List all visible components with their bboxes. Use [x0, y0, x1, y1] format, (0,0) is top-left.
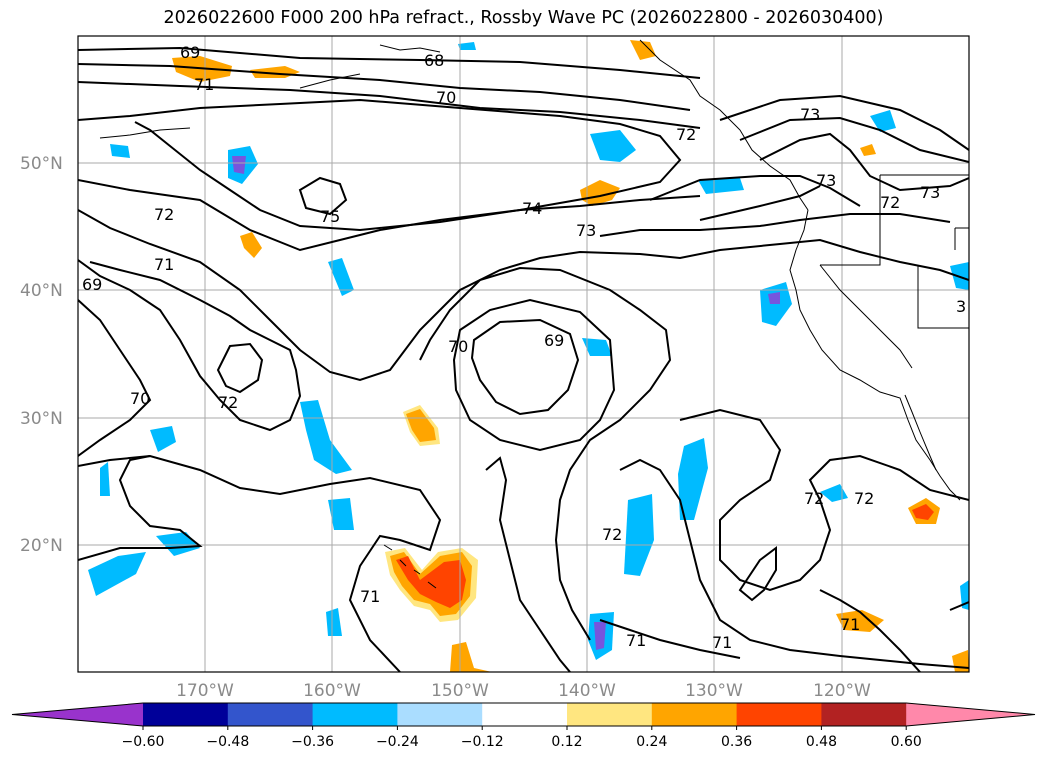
contour-label: 69 — [544, 331, 564, 350]
colorbar-tick-label: −0.48 — [206, 734, 249, 750]
contour-label: 72 — [880, 193, 900, 212]
lon-label: 150°W — [431, 681, 489, 701]
lon-label: 140°W — [558, 681, 616, 701]
lon-label: 160°W — [303, 681, 361, 701]
colorbar-segment — [567, 703, 653, 726]
colorbar-tick-label: 0.12 — [551, 734, 582, 750]
contour-label: 71 — [626, 631, 646, 650]
contour-label: 73 — [576, 221, 596, 240]
colorbar-extend-max — [906, 703, 1035, 726]
colorbar-tick-label: 0.60 — [891, 734, 922, 750]
contour-label: 71 — [154, 255, 174, 274]
contour-label: 75 — [320, 207, 340, 226]
contour-label: 72 — [804, 489, 824, 508]
positive-anomaly-fills — [172, 40, 969, 672]
contour-label: 73 — [920, 183, 940, 202]
contour-label: 71 — [712, 633, 732, 652]
gridlines — [78, 36, 969, 672]
lat-label: 40°N — [20, 281, 63, 301]
map-area — [78, 36, 969, 672]
lon-label: 170°W — [176, 681, 234, 701]
lat-label: 50°N — [20, 154, 63, 174]
colorbar — [11, 702, 1036, 727]
contour-label: 72 — [218, 393, 238, 412]
contour-label: 71 — [840, 615, 860, 634]
contour-label: 70 — [436, 88, 456, 107]
colorbar-tick-label: 0.48 — [806, 734, 837, 750]
colorbar-segment — [736, 703, 822, 726]
colorbar-segment — [821, 703, 907, 726]
contour-label: 73 — [816, 171, 836, 190]
coastlines — [99, 39, 969, 589]
colorbar-tick-label: 0.36 — [721, 734, 752, 750]
contour-label: 68 — [424, 51, 444, 70]
lon-label: 120°W — [813, 681, 871, 701]
colorbar-tick-label: 0.24 — [636, 734, 667, 750]
contour-label: 74 — [522, 199, 542, 218]
contour-label: 69 — [82, 275, 102, 294]
contour-lines — [78, 46, 969, 672]
colorbar-segment — [397, 703, 483, 726]
contour-label: 72 — [676, 125, 696, 144]
lat-label: 30°N — [20, 409, 63, 429]
contour-label: 72 — [154, 205, 174, 224]
colorbar-tick-label: −0.36 — [291, 734, 334, 750]
lat-label: 20°N — [20, 536, 63, 556]
lon-label: 130°W — [685, 681, 743, 701]
colorbar-tick-label: −0.24 — [376, 734, 419, 750]
contour-label: 72 — [602, 525, 622, 544]
latitude-labels: 50°N 40°N 30°N 20°N — [20, 154, 63, 556]
negative-anomaly-fills — [88, 42, 969, 660]
map-frame — [77, 35, 970, 673]
colorbar-segment — [651, 703, 738, 726]
contour-labels: 69 71 70 68 72 73 73 72 73 75 74 73 72 7… — [82, 43, 966, 652]
contour-label: 3 — [956, 297, 966, 316]
contour-label: 70 — [448, 337, 468, 356]
contour-label: 73 — [800, 105, 820, 124]
colorbar-tick-label: −0.12 — [461, 734, 504, 750]
plot-title: 2026022600 F000 200 hPa refract., Rossby… — [163, 8, 884, 28]
colorbar-extend-min — [12, 703, 143, 726]
colorbar-segment — [482, 703, 568, 726]
contour-label: 71 — [360, 587, 380, 606]
colorbar-segment — [312, 703, 398, 726]
contour-label: 69 — [180, 43, 200, 62]
contour-label: 72 — [854, 489, 874, 508]
colorbar-tick-labels: −0.60 −0.48 −0.36 −0.24 −0.12 0.12 0.24 0.36 0.4… — [122, 726, 922, 750]
contour-label: 71 — [194, 75, 214, 94]
contour-label: 70 — [130, 389, 150, 408]
colorbar-segment — [227, 703, 314, 726]
colorbar-tick-label: −0.60 — [122, 734, 165, 750]
colorbar-segment — [143, 703, 229, 726]
longitude-labels: 170°W 160°W 150°W 140°W 130°W 120°W — [176, 681, 871, 701]
